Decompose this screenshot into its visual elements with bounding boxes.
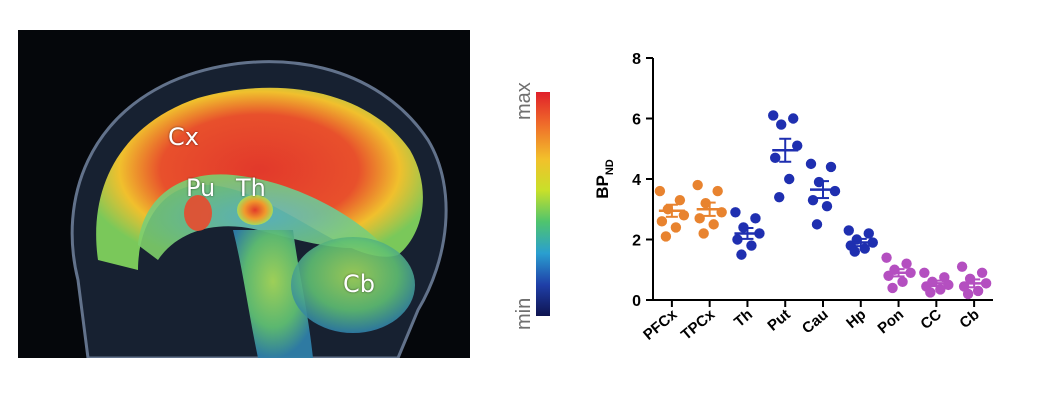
data-point — [774, 191, 785, 203]
label-thalamus: Th — [236, 174, 266, 202]
label-putamen: Pu — [186, 174, 216, 202]
data-point — [770, 152, 781, 164]
data-point — [829, 185, 841, 197]
data-point — [674, 194, 686, 206]
brain-heatmap-graphic — [70, 60, 448, 358]
data-point — [807, 194, 819, 206]
label-cerebellum: Cb — [343, 270, 375, 298]
data-point — [849, 246, 860, 257]
data-point — [919, 267, 930, 278]
data-point — [694, 213, 705, 224]
data-point — [730, 207, 741, 218]
x-tick-label-cc: CC — [917, 306, 945, 333]
data-point — [776, 119, 787, 130]
label-cortex: Cx — [168, 123, 199, 151]
x-tick-label-cau: Cau — [799, 306, 832, 337]
y-axis-label-subscript: ND — [604, 159, 616, 175]
data-point — [897, 276, 908, 288]
y-tick-label: 2 — [632, 233, 641, 250]
data-point — [678, 210, 690, 221]
data-point — [843, 225, 854, 236]
data-point — [656, 216, 668, 227]
x-tick-label-pfcx: PFCx — [640, 306, 681, 344]
data-point — [825, 161, 837, 173]
data-point — [821, 201, 833, 212]
data-point — [976, 267, 988, 278]
data-point — [784, 173, 795, 185]
data-point — [956, 261, 968, 272]
chart-points — [654, 110, 992, 300]
data-point — [660, 231, 672, 242]
brain-pet-image: Cx Pu Th Cb — [18, 30, 470, 358]
y-tick-label: 0 — [632, 293, 641, 310]
data-point — [708, 219, 719, 230]
data-point — [750, 213, 761, 224]
data-point — [670, 222, 682, 233]
data-point — [746, 240, 757, 251]
y-tick-label: 8 — [632, 51, 641, 68]
data-point — [811, 219, 823, 230]
y-tick-label: 6 — [632, 112, 641, 129]
data-point — [768, 110, 779, 121]
data-point — [887, 282, 898, 294]
data-point — [712, 185, 723, 197]
x-tick-label-cb: Cb — [956, 306, 982, 332]
y-tick-label: 4 — [632, 172, 641, 189]
colorbar-min-label: min — [513, 297, 535, 330]
x-tick-label-th: Th — [731, 306, 756, 331]
data-point — [962, 288, 974, 300]
data-point — [698, 228, 709, 239]
colorbar-scale — [536, 92, 550, 316]
data-point — [692, 179, 703, 191]
colorbar-max-label: max — [513, 82, 535, 120]
data-point — [805, 158, 817, 170]
x-tick-label-hp: Hp — [843, 306, 869, 332]
data-point — [901, 258, 912, 269]
data-point — [788, 113, 799, 124]
data-point — [863, 228, 874, 239]
data-point — [654, 185, 666, 197]
data-point — [972, 285, 984, 297]
y-axis-label: BPND — [593, 159, 616, 199]
data-point — [925, 287, 936, 298]
data-point — [732, 234, 743, 245]
x-tick-label-tpcx: TPCx — [678, 306, 719, 344]
data-point — [881, 252, 892, 263]
data-point — [736, 249, 747, 260]
x-tick-label-put: Put — [764, 306, 793, 335]
data-point — [792, 140, 803, 151]
x-tick-label-pon: Pon — [874, 306, 907, 337]
